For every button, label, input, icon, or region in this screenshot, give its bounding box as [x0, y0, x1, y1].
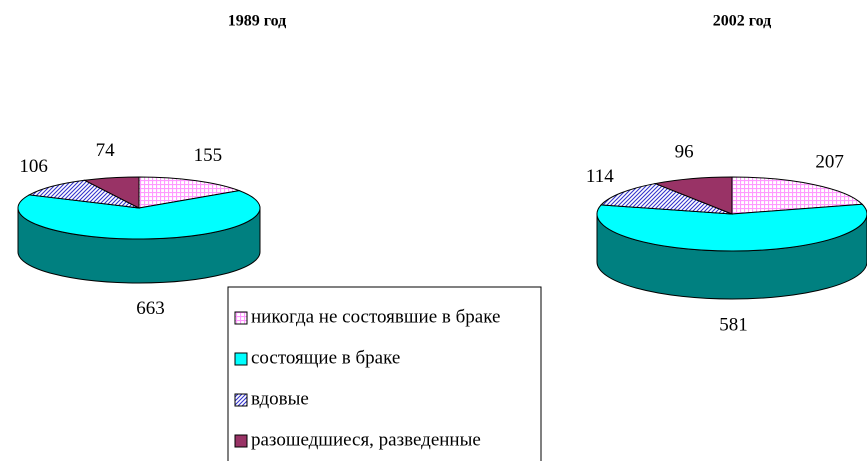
data-label: 106 — [19, 156, 48, 177]
legend-swatch — [234, 434, 248, 448]
data-label: 155 — [194, 145, 223, 166]
pie-slice — [653, 176, 733, 215]
legend-label: разошедшиеся, разведенные — [251, 429, 481, 450]
data-label: 96 — [675, 141, 694, 162]
chart-title: 2002 год — [713, 13, 772, 30]
legend-label: вдовые — [251, 388, 309, 409]
chart-title: 1989 год — [228, 13, 287, 30]
pie-slice — [731, 176, 864, 215]
data-label: 74 — [96, 140, 116, 161]
legend-swatch — [234, 393, 248, 407]
pie-slice — [600, 183, 733, 215]
pie-slice — [17, 190, 261, 240]
pie-slice — [82, 176, 140, 209]
data-label: 581 — [719, 314, 748, 335]
pie-slice — [596, 203, 867, 252]
legend-label: никогда не состоявшие в браке — [251, 306, 500, 327]
legend-swatch — [234, 352, 248, 366]
data-label: 114 — [586, 166, 614, 187]
pie-slice — [138, 176, 242, 209]
pie-slice — [27, 179, 140, 209]
legend-label: состоящие в браке — [251, 347, 400, 368]
data-label: 663 — [136, 298, 165, 319]
legend-swatch — [234, 311, 248, 325]
legend-box — [227, 286, 542, 461]
data-label: 207 — [815, 151, 844, 172]
